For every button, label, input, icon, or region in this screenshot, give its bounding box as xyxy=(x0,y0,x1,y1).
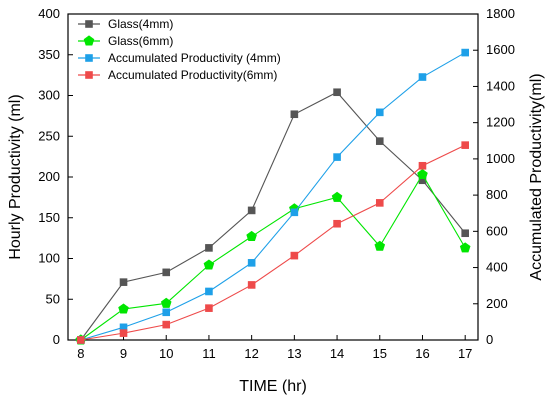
legend-swatch-marker xyxy=(85,20,93,28)
legend-swatch-marker xyxy=(83,35,95,46)
series-point xyxy=(461,141,469,149)
series-point xyxy=(461,229,469,238)
series-point xyxy=(290,110,299,119)
series-point xyxy=(77,336,85,344)
y-right-tick-label: 800 xyxy=(486,187,508,202)
y-right-tick-label: 1800 xyxy=(486,6,515,21)
legend-label: Glass(4mm) xyxy=(108,17,173,31)
series-point xyxy=(162,308,171,317)
series-point xyxy=(119,278,128,286)
series-point xyxy=(333,153,341,161)
series-2 xyxy=(75,168,471,345)
series-point xyxy=(203,259,215,270)
series-point xyxy=(290,251,299,260)
y-left-tick-label: 100 xyxy=(38,251,60,266)
series-point xyxy=(205,244,213,252)
legend-label: Glass(6mm) xyxy=(108,34,173,48)
series-point xyxy=(247,206,256,215)
x-tick-label: 11 xyxy=(202,346,216,361)
series-line xyxy=(80,91,466,341)
legend-swatch-marker xyxy=(85,54,93,62)
y-right-tick-label: 200 xyxy=(486,296,508,311)
series-1 xyxy=(77,88,469,344)
series-point xyxy=(333,88,341,97)
series-point xyxy=(247,281,256,289)
series-line xyxy=(80,173,466,341)
legend-label: Accumulated Productivity(6mm) xyxy=(108,68,277,82)
series-point xyxy=(375,199,384,207)
series-point xyxy=(333,219,341,228)
x-tick-label: 14 xyxy=(330,346,344,361)
series-point xyxy=(459,242,471,253)
x-axis-title: TIME (hr) xyxy=(239,378,307,395)
y-left-tick-label: 200 xyxy=(38,169,60,184)
y-right-tick-label: 600 xyxy=(486,223,508,238)
series-point xyxy=(331,191,343,202)
series-point xyxy=(205,287,213,296)
y-right-axis-title: Accumulated Productivity(ml) xyxy=(528,73,545,280)
x-tick-label: 15 xyxy=(373,346,387,361)
series-point xyxy=(162,320,171,329)
x-tick-label: 16 xyxy=(415,346,429,361)
y-left-tick-label: 150 xyxy=(38,210,60,225)
series-point xyxy=(160,297,172,308)
y-left-tick-label: 400 xyxy=(38,6,60,21)
y-right-tick-label: 1400 xyxy=(486,78,515,93)
y-right-tick-label: 1000 xyxy=(486,151,515,166)
x-tick-label: 9 xyxy=(120,346,127,361)
series-point xyxy=(375,108,384,117)
x-tick-label: 10 xyxy=(159,346,173,361)
x-tick-label: 13 xyxy=(287,346,301,361)
y-left-tick-label: 0 xyxy=(53,332,60,347)
series-point xyxy=(119,329,128,337)
y-left-axis-title: Hourly Productivity (ml) xyxy=(7,94,24,259)
series-point xyxy=(374,240,386,251)
x-tick-label: 12 xyxy=(244,346,258,361)
y-left-tick-label: 350 xyxy=(38,47,60,62)
series-3 xyxy=(77,48,469,344)
y-left-tick-label: 250 xyxy=(38,128,60,143)
series-point xyxy=(461,48,469,57)
legend-label: Accumulated Productivity (4mm) xyxy=(108,51,281,65)
y-left-tick-label: 50 xyxy=(46,291,60,306)
series-point xyxy=(290,208,299,217)
y-left-tick-label: 300 xyxy=(38,88,60,103)
x-tick-label: 17 xyxy=(458,346,472,361)
legend: Glass(4mm) Glass(6mm) Accumulated Producti… xyxy=(78,17,281,82)
x-tick-label: 8 xyxy=(77,346,84,361)
series-line xyxy=(80,144,466,341)
series-point xyxy=(417,168,428,180)
y-right-tick-label: 1200 xyxy=(486,115,515,130)
series-point xyxy=(205,304,213,312)
series-point xyxy=(247,259,256,267)
series-point xyxy=(418,161,427,170)
y-right-tick-label: 400 xyxy=(486,260,508,275)
series-point xyxy=(418,73,427,81)
series-4 xyxy=(77,141,469,344)
series-point xyxy=(375,137,384,145)
series-point xyxy=(118,303,129,314)
legend-swatch-marker xyxy=(85,71,93,79)
series-point xyxy=(162,268,171,277)
series-point xyxy=(246,230,257,241)
series-line xyxy=(80,52,466,341)
y-right-tick-label: 1600 xyxy=(486,42,515,57)
y-right-tick-label: 0 xyxy=(486,332,493,347)
